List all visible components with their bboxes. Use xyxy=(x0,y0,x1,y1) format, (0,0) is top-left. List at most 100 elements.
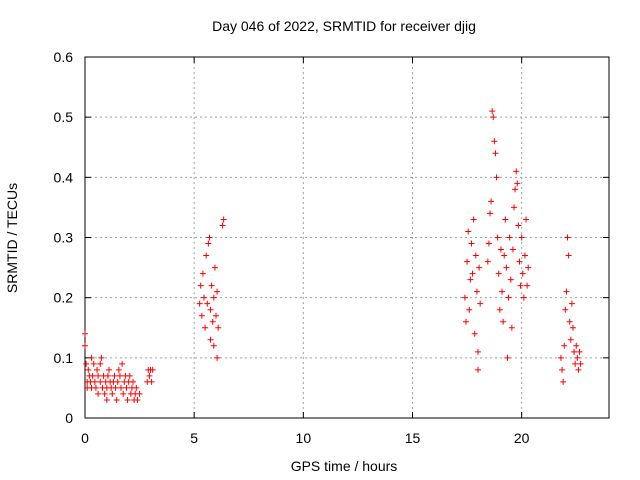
data-point xyxy=(89,372,96,379)
data-point xyxy=(146,372,153,379)
data-point xyxy=(499,288,506,295)
data-point xyxy=(485,240,492,247)
data-point xyxy=(519,270,526,277)
data-point xyxy=(219,222,226,229)
data-point xyxy=(576,348,583,355)
data-point xyxy=(94,366,101,373)
data-point xyxy=(507,276,514,283)
data-point xyxy=(524,282,531,289)
data-point xyxy=(208,282,215,289)
data-point xyxy=(116,372,123,379)
data-point xyxy=(523,216,530,223)
data-point xyxy=(462,318,469,325)
data-point xyxy=(475,366,481,373)
data-point xyxy=(114,378,121,385)
data-point xyxy=(508,324,515,331)
data-point xyxy=(199,270,206,277)
x-tick-label: 0 xyxy=(81,430,89,446)
data-point xyxy=(213,312,219,319)
y-tick-label: 0 xyxy=(65,410,73,426)
data-point xyxy=(566,318,573,325)
data-point xyxy=(476,264,483,271)
data-point xyxy=(491,138,498,145)
axis-ticks: 0 5 10 15 20 0 0.1 0.2 0.3 0.4 0.5 0.6 xyxy=(54,49,609,446)
x-tick-label: 5 xyxy=(190,430,198,446)
data-point xyxy=(461,294,468,301)
data-point xyxy=(497,246,504,253)
data-point xyxy=(472,252,479,259)
data-point xyxy=(98,354,105,361)
data-point xyxy=(468,240,475,247)
data-point xyxy=(202,324,209,331)
data-point xyxy=(568,300,575,307)
data-point xyxy=(514,180,521,187)
data-point xyxy=(575,366,582,373)
data-point xyxy=(198,312,205,319)
data-point xyxy=(101,390,108,397)
data-point xyxy=(502,216,509,223)
data-point xyxy=(561,342,568,349)
data-point xyxy=(503,264,510,271)
data-point xyxy=(470,216,477,223)
data-point xyxy=(214,354,221,361)
data-point xyxy=(115,366,122,373)
data-point xyxy=(126,372,133,379)
data-point xyxy=(83,360,90,367)
data-point xyxy=(214,288,221,295)
data-point xyxy=(91,378,98,385)
data-point xyxy=(501,252,508,259)
data-point xyxy=(120,390,127,397)
data-point xyxy=(211,264,218,271)
data-point xyxy=(515,222,522,229)
data-point xyxy=(504,354,511,361)
data-point xyxy=(465,228,472,235)
data-point xyxy=(520,294,527,301)
data-point xyxy=(464,258,471,265)
x-tick-label: 10 xyxy=(296,430,312,446)
data-point xyxy=(475,348,481,355)
data-point xyxy=(200,294,207,301)
data-point xyxy=(562,306,569,313)
data-point xyxy=(109,390,116,397)
data-point xyxy=(85,366,92,373)
data-point xyxy=(525,264,532,271)
x-axis-label: GPS time / hours xyxy=(291,458,398,474)
data-point xyxy=(516,258,523,265)
data-point xyxy=(204,300,211,307)
y-tick-label: 0.2 xyxy=(54,290,74,306)
data-point xyxy=(496,306,503,313)
data-point xyxy=(573,342,580,349)
data-point xyxy=(490,114,497,121)
y-tick-label: 0.6 xyxy=(54,49,74,65)
data-point xyxy=(97,378,104,385)
data-point xyxy=(82,330,88,337)
data-point xyxy=(466,306,473,313)
data-point xyxy=(572,360,579,367)
data-point xyxy=(111,372,118,379)
data-point xyxy=(565,252,572,259)
data-point xyxy=(197,282,204,289)
data-point xyxy=(133,384,140,391)
data-point xyxy=(511,204,518,211)
data-point xyxy=(477,300,484,307)
data-point xyxy=(123,384,130,391)
data-point xyxy=(207,306,214,313)
data-point xyxy=(106,366,113,373)
data-point xyxy=(512,186,519,193)
data-point xyxy=(210,342,217,349)
chart-title: Day 046 of 2022, SRMTID for receiver dji… xyxy=(212,18,476,34)
data-points xyxy=(82,108,584,403)
y-tick-label: 0.5 xyxy=(54,109,74,125)
x-tick-label: 20 xyxy=(514,430,530,446)
x-tick-label: 15 xyxy=(405,430,421,446)
data-point xyxy=(469,270,476,277)
data-point xyxy=(82,342,88,349)
data-point xyxy=(494,234,501,241)
data-point xyxy=(104,372,111,379)
data-point xyxy=(134,396,141,403)
data-point xyxy=(505,294,512,301)
data-point xyxy=(203,252,210,259)
data-point xyxy=(517,282,524,289)
data-point xyxy=(103,396,110,403)
